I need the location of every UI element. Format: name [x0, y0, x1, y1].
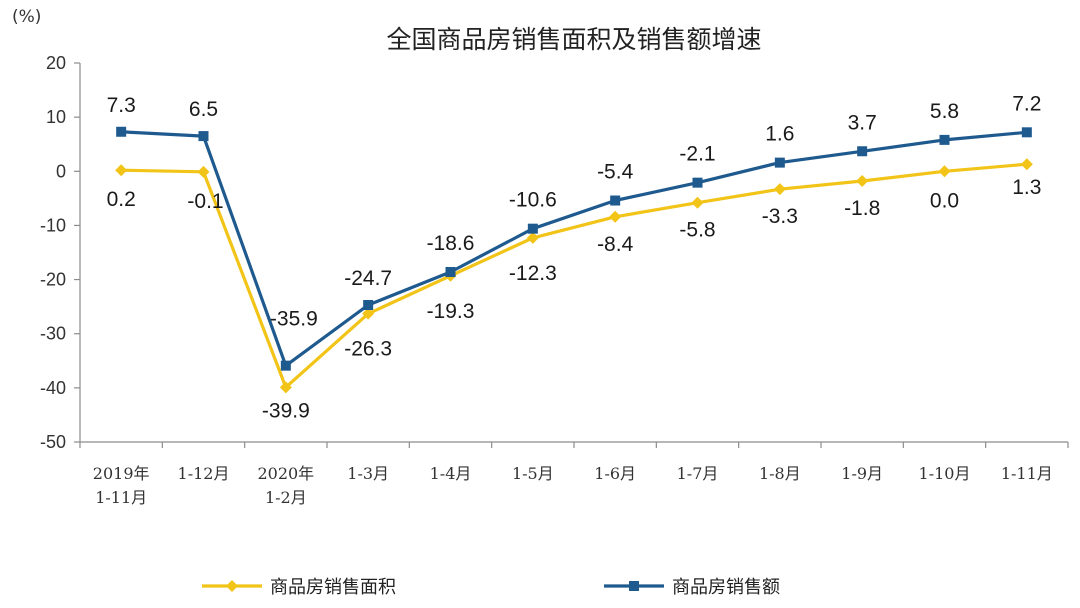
x-tick-label: 1-11月	[95, 488, 147, 507]
legend-label: 商品房销售额	[672, 577, 780, 598]
data-label: 7.3	[107, 94, 136, 117]
point-marker	[856, 175, 869, 188]
point-marker	[938, 165, 951, 178]
y-tick-label: -50	[40, 432, 66, 452]
point-marker	[526, 231, 539, 244]
point-marker	[774, 157, 785, 168]
point-marker	[445, 266, 456, 277]
data-label: -26.3	[344, 338, 392, 361]
data-label: -35.9	[270, 308, 318, 331]
point-marker	[527, 223, 538, 234]
data-label: -5.8	[679, 219, 715, 242]
x-tick-label: 1-10月	[919, 464, 971, 483]
data-label: 0.0	[930, 189, 959, 212]
x-tick-label: 1-8月	[759, 464, 801, 483]
axes: 20 10 0 -10 -20 -30 -40 -50 2019年 1-11月 1-12月 2020年…	[40, 53, 1069, 507]
y-axis-unit-label: (%)	[12, 7, 41, 27]
data-label: 0.2	[107, 188, 136, 211]
x-tick-label: 1-11月	[1001, 464, 1053, 483]
point-marker	[939, 134, 950, 145]
data-label: 6.5	[189, 98, 218, 121]
point-marker	[279, 381, 292, 394]
x-tick-label: 1-12月	[178, 464, 230, 483]
data-label: -1.8	[844, 197, 880, 220]
point-marker	[198, 131, 209, 142]
data-label: -12.3	[509, 262, 557, 285]
point-marker	[226, 580, 238, 592]
point-marker	[610, 195, 621, 206]
chart-title: 全国商品房销售面积及销售额增速	[386, 25, 761, 54]
x-tick-label: 1-9月	[841, 464, 883, 483]
point-marker	[197, 165, 210, 178]
point-marker	[857, 146, 868, 157]
data-label: -3.3	[762, 205, 798, 228]
x-tick-label: 2020年	[257, 464, 314, 483]
point-marker	[1021, 127, 1032, 138]
data-label: -18.6	[427, 232, 475, 255]
point-marker	[116, 126, 127, 137]
series-line	[121, 130, 1027, 368]
point-marker	[115, 164, 128, 177]
y-tick-label: -30	[40, 324, 66, 344]
series-sales-area	[115, 158, 1033, 394]
x-tick-label: 1-7月	[677, 464, 719, 483]
data-labels: 0.2 -0.1 -39.9 -26.3 -19.3 -12.3 -8.4 -5.8 -3.3 -…	[107, 92, 1042, 422]
legend-label: 商品房销售面积	[270, 577, 396, 598]
y-tick-label: 10	[46, 107, 66, 127]
data-label: 1.6	[765, 123, 794, 146]
data-label: -24.7	[344, 267, 392, 290]
data-label: -10.6	[509, 189, 557, 212]
point-marker	[773, 183, 786, 196]
data-label: 1.3	[1012, 176, 1041, 199]
point-marker	[692, 177, 703, 188]
y-tick-label: -40	[40, 378, 66, 398]
series-line	[121, 162, 1027, 389]
data-label: -2.1	[679, 143, 715, 166]
data-label: 3.7	[848, 111, 877, 134]
x-tick-label: 1-2月	[265, 488, 307, 507]
y-tick-label: 0	[56, 161, 66, 181]
data-label: -8.4	[597, 233, 634, 256]
legend-item: 商品房销售额	[604, 577, 780, 598]
point-marker	[1020, 158, 1033, 171]
data-label: 7.2	[1012, 92, 1041, 115]
x-tick-label: 1-3月	[347, 464, 389, 483]
legend: 商品房销售面积 商品房销售额	[202, 577, 780, 598]
x-tick-label: 1-5月	[512, 464, 554, 483]
point-marker	[609, 210, 622, 223]
point-marker	[629, 581, 639, 591]
data-label: -5.4	[597, 161, 634, 184]
point-marker	[280, 360, 291, 371]
point-marker	[362, 307, 375, 320]
legend-item: 商品房销售面积	[202, 577, 396, 598]
series-lines	[115, 126, 1033, 394]
data-label: -0.1	[187, 190, 223, 213]
point-marker	[691, 196, 704, 209]
x-tick-label: 1-4月	[430, 464, 472, 483]
y-tick-label: -20	[40, 270, 66, 290]
data-label: -19.3	[427, 300, 475, 323]
x-tick-label: 2019年	[93, 464, 150, 483]
y-tick-label: 20	[46, 53, 66, 73]
series-sales-amount	[116, 126, 1032, 371]
data-label: -39.9	[262, 399, 310, 422]
y-tick-label: -10	[40, 215, 66, 235]
x-tick-label: 1-6月	[594, 464, 636, 483]
point-marker	[363, 300, 374, 311]
data-label: 5.8	[930, 100, 959, 123]
